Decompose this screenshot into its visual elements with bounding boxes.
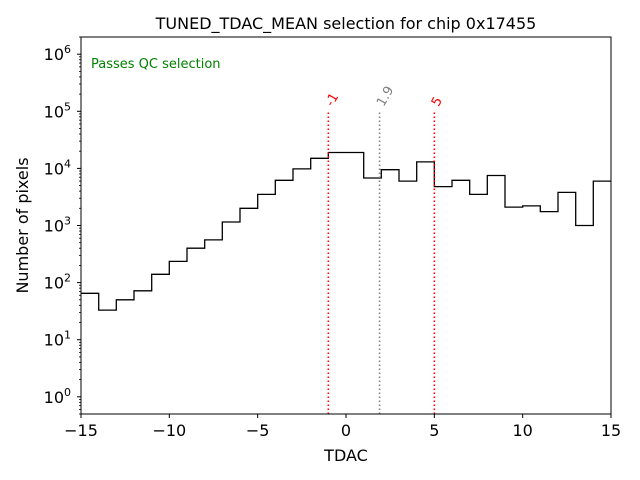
- x-tick-label: −15: [64, 421, 98, 440]
- x-axis: −15 −10 −5 0 5 10 15: [64, 414, 621, 440]
- chart-title: TUNED_TDAC_MEAN selection for chip 0x174…: [155, 14, 537, 34]
- marker-label-0: -1: [323, 91, 342, 110]
- histogram-step-line: [81, 151, 611, 311]
- plot-frame: [80, 36, 612, 415]
- x-tick-label: 15: [601, 421, 621, 440]
- y-tick-label: 103: [44, 215, 71, 236]
- x-tick-label: 10: [512, 421, 532, 440]
- y-axis-label: Number of pixels: [13, 157, 32, 293]
- qc-annotation: Passes QC selection: [91, 57, 221, 72]
- y-tick-label: 100: [44, 386, 71, 407]
- plot-area: -1 1.9 5: [81, 84, 611, 414]
- x-tick-label: 5: [429, 421, 439, 440]
- y-tick-label: 102: [44, 272, 71, 293]
- x-tick-label: −10: [152, 421, 186, 440]
- x-tick-label: −5: [246, 421, 270, 440]
- y-axis: 100 101 102 103 104 105 106: [44, 36, 81, 415]
- marker-label-2: 5: [429, 95, 446, 110]
- y-tick-label: 106: [44, 43, 71, 64]
- marker-label-1: 1.9: [374, 84, 397, 109]
- y-tick-label: 104: [44, 157, 71, 178]
- y-tick-label: 101: [44, 329, 71, 350]
- x-tick-label: 0: [341, 421, 351, 440]
- y-tick-label: 105: [44, 100, 71, 121]
- x-axis-label: TDAC: [323, 446, 368, 465]
